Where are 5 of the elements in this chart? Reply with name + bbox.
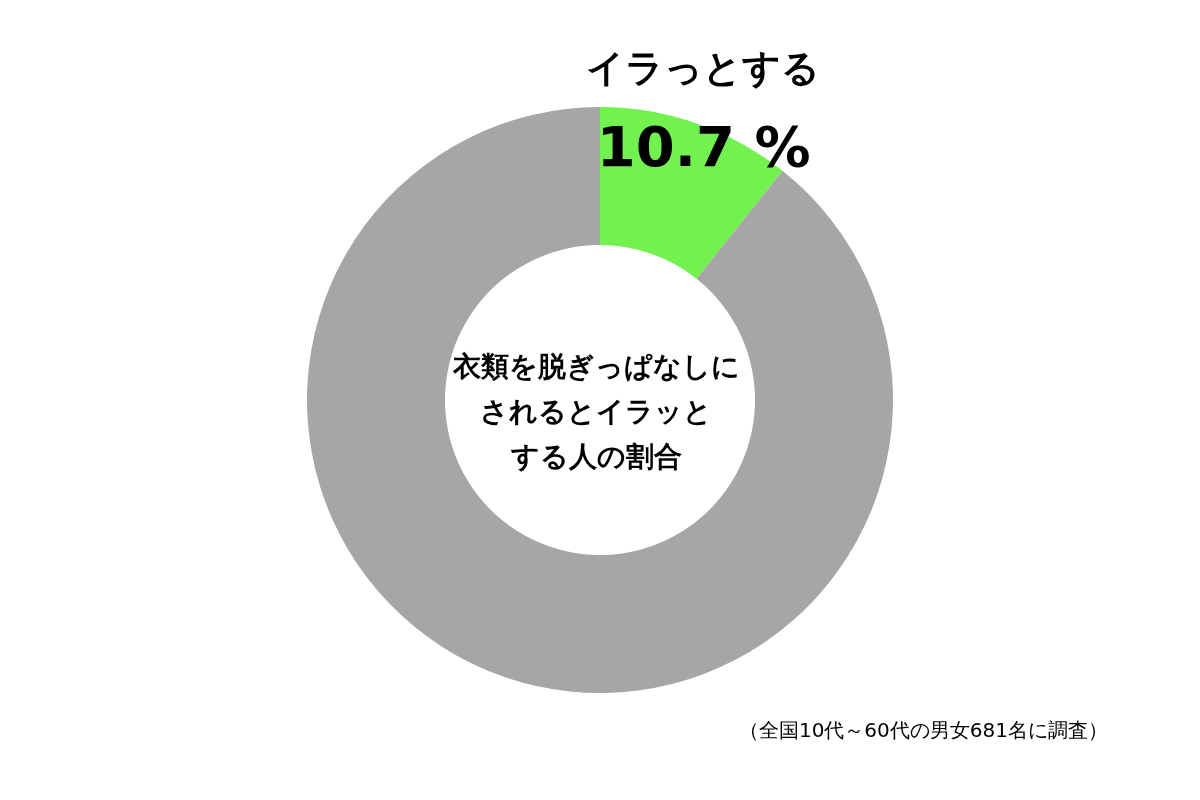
data-label: 10.7 %: [596, 113, 811, 179]
slice-label: イラっとする: [586, 45, 821, 90]
text: 衣類を脱ぎっぱなしにされるとイラッとする人の割合: [451, 350, 740, 473]
text: （全国10代～60代の男女681名に調査）: [738, 718, 1108, 742]
donut-slice: [307, 107, 893, 693]
